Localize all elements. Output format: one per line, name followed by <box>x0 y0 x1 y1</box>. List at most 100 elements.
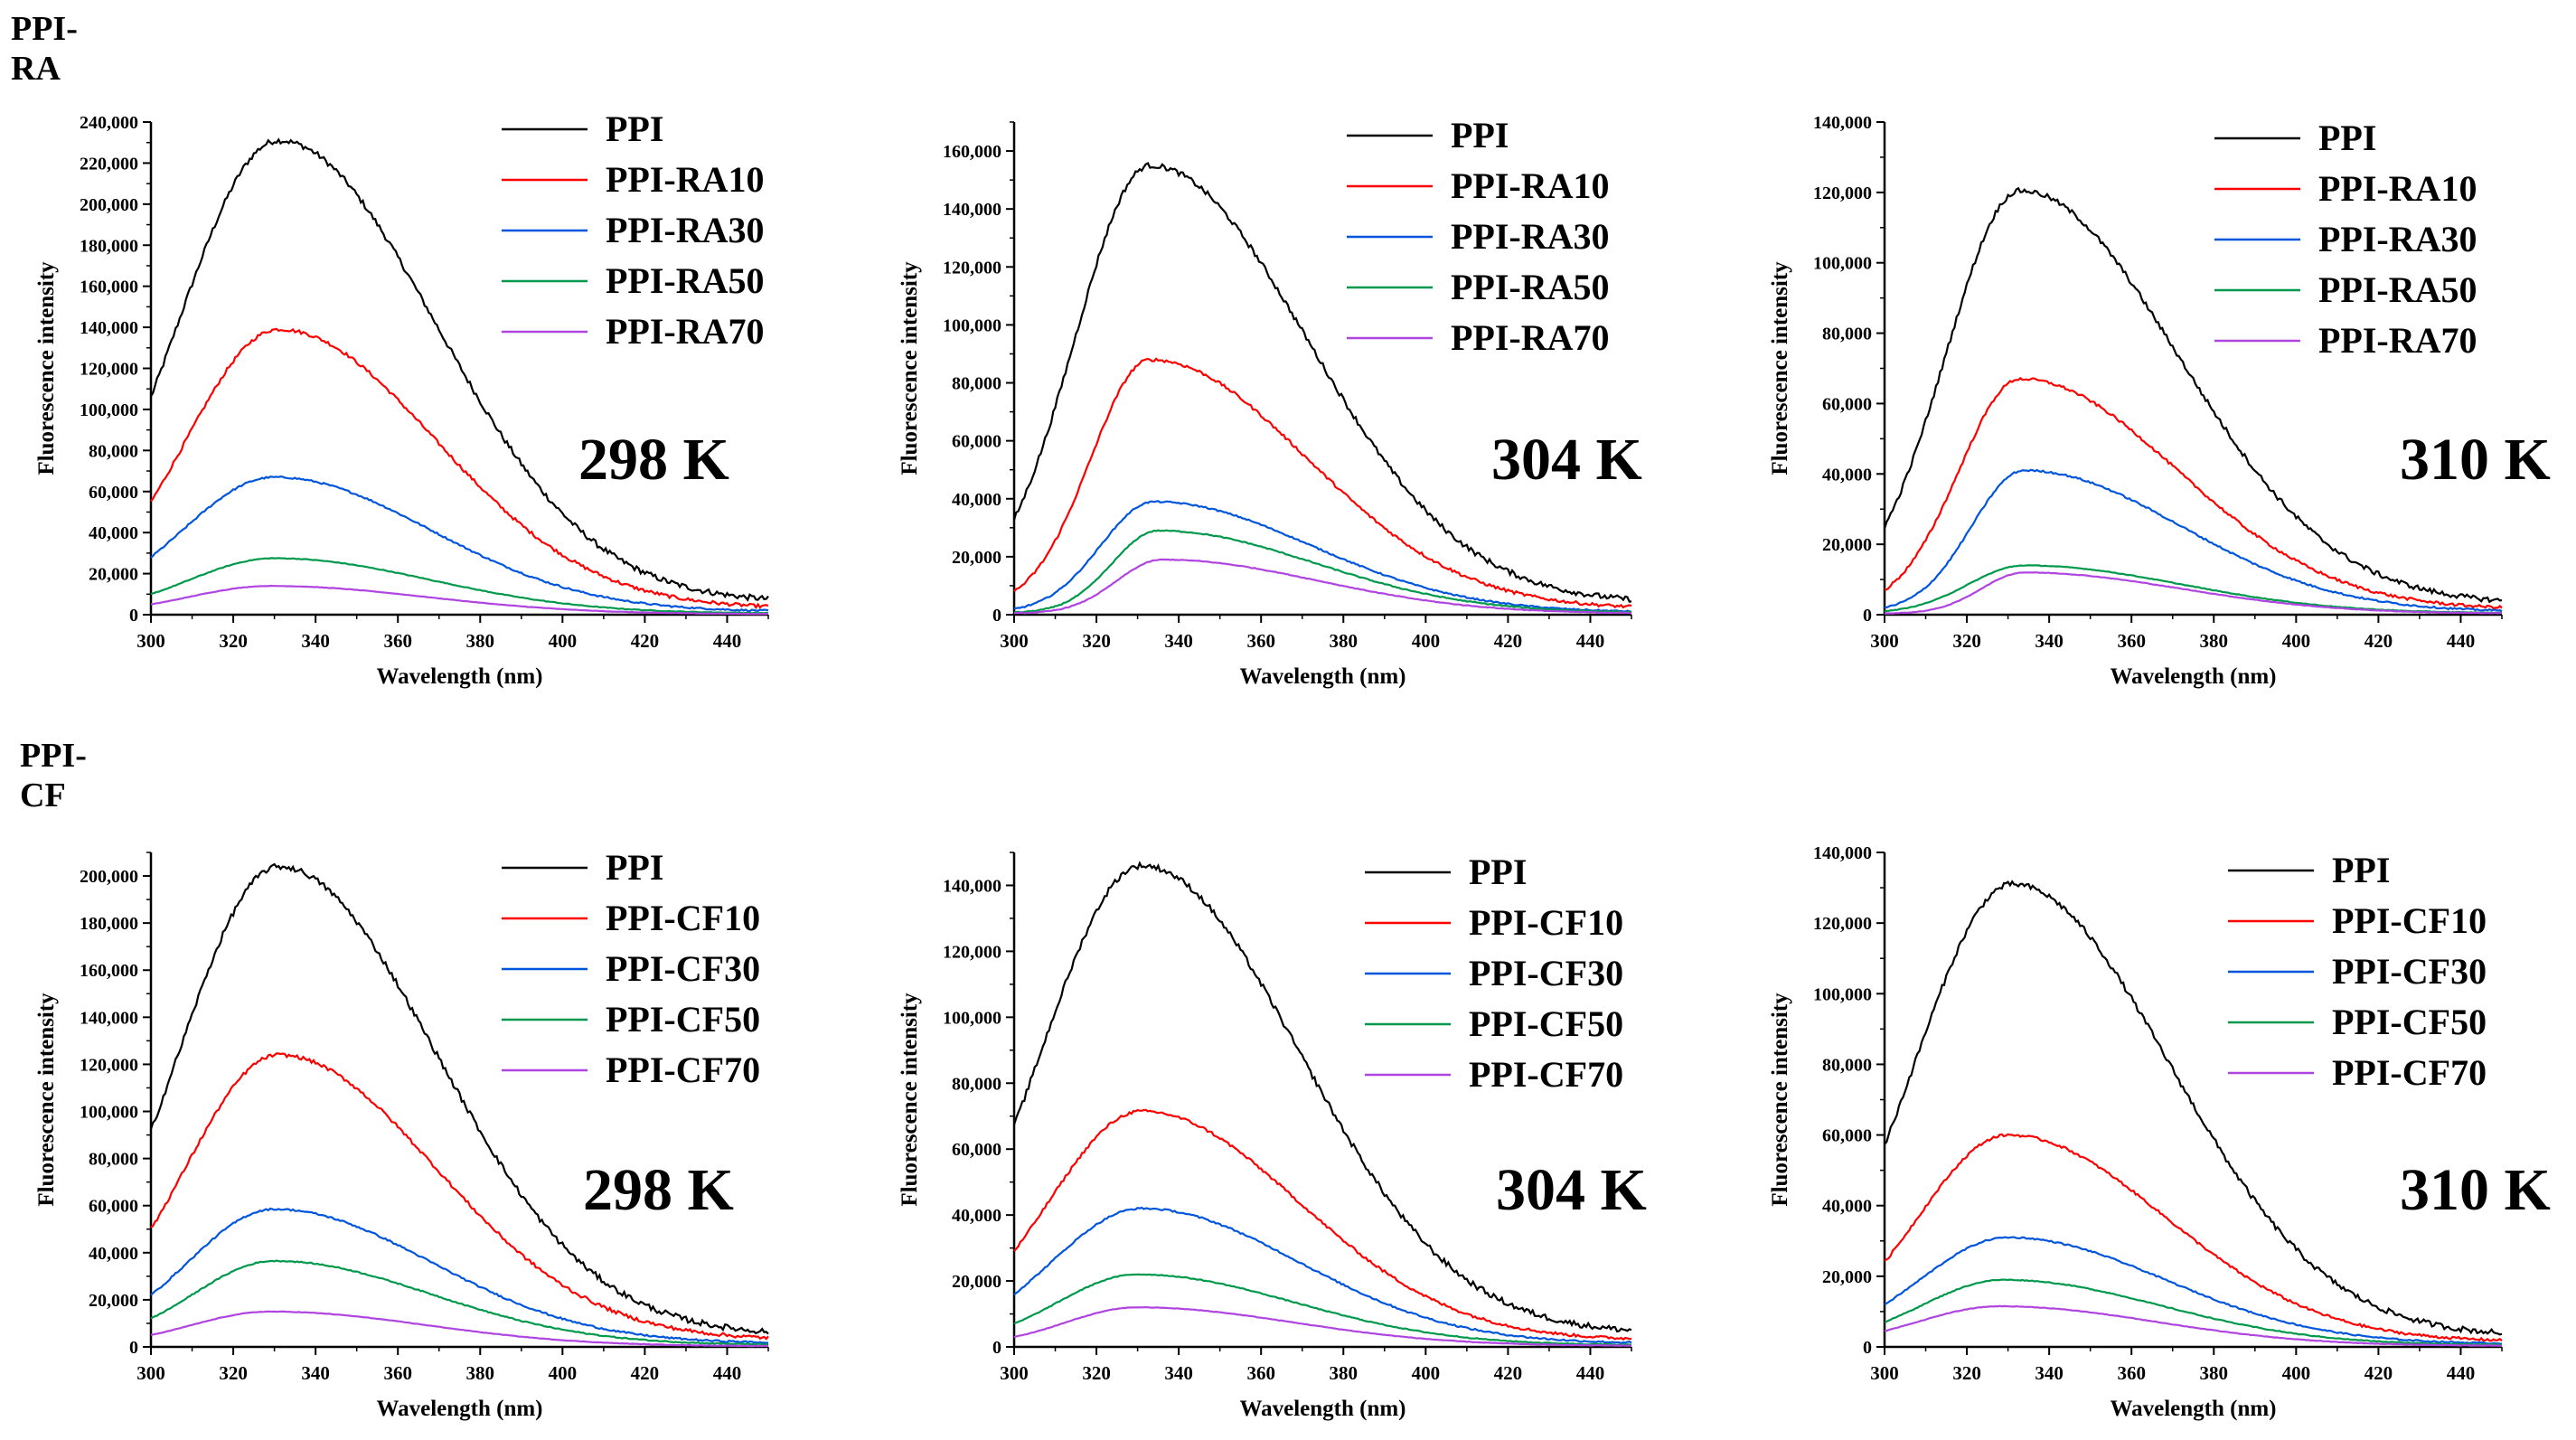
x-tick-label: 360 <box>2117 630 2146 652</box>
legend-label: PPI <box>2332 850 2390 890</box>
y-tick-label: 0 <box>1863 1338 1872 1358</box>
y-tick-label: 80,000 <box>89 1150 138 1170</box>
y-tick-label: 120,000 <box>80 360 138 380</box>
legend: PPI PPI-RA10 PPI-RA30 PPI-RA50 PPI-RA70 <box>2214 118 2477 361</box>
y-tick-label: 120,000 <box>943 258 1001 278</box>
x-tick-label: 420 <box>2364 1362 2393 1384</box>
y-axis-label: Fluorescence intensity <box>1768 261 1792 475</box>
x-tick-label: 380 <box>2200 1362 2229 1384</box>
legend-label: PPI-CF50 <box>2332 1002 2487 1042</box>
y-tick-label: 60,000 <box>1822 394 1872 414</box>
x-axis-label: Wavelength (nm) <box>2110 1397 2276 1421</box>
group-title-ra: PPI-RA <box>11 10 78 88</box>
x-tick-label: 320 <box>219 630 248 652</box>
y-tick-label: 40,000 <box>89 1244 138 1264</box>
x-tick-label: 400 <box>2282 1362 2311 1384</box>
y-axis-label: Fluorescence intensity <box>898 261 922 475</box>
y-tick-label: 80,000 <box>952 1074 1001 1094</box>
series-line-ppi-cf50 <box>150 1259 769 1346</box>
y-tick-label: 80,000 <box>952 374 1001 394</box>
y-tick-label: 140,000 <box>80 318 138 338</box>
x-tick-label: 440 <box>1576 630 1605 652</box>
series-line-ppi-cf10 <box>150 1052 769 1341</box>
x-axis-label: Wavelength (nm) <box>376 664 542 689</box>
x-tick-label: 360 <box>1246 1362 1275 1384</box>
x-tick-label: 340 <box>2035 1362 2064 1384</box>
x-tick-label: 340 <box>2035 630 2064 652</box>
y-tick-label: 0 <box>992 606 1001 626</box>
x-tick-label: 440 <box>2447 1362 2476 1384</box>
x-tick-label: 320 <box>1082 630 1111 652</box>
y-tick-label: 80,000 <box>89 441 138 461</box>
series-line-ppi <box>150 137 769 602</box>
legend-label: PPI-RA10 <box>2318 168 2477 209</box>
x-tick-label: 360 <box>1246 630 1275 652</box>
series-line-ppi-ra70 <box>1884 571 2503 615</box>
y-tick-label: 0 <box>129 606 138 626</box>
y-tick-label: 120,000 <box>80 1055 138 1075</box>
temperature-label: 298 K <box>578 427 729 493</box>
series-line-ppi-ra10 <box>1884 376 2503 610</box>
x-tick-label: 400 <box>2282 630 2311 652</box>
legend-label: PPI-RA70 <box>606 311 765 352</box>
y-tick-label: 120,000 <box>943 942 1001 962</box>
series-line-ppi <box>149 862 769 1335</box>
series-line-ppi-cf10 <box>1884 1133 2503 1342</box>
x-tick-label: 340 <box>1164 1362 1193 1384</box>
y-tick-label: 200,000 <box>80 867 138 887</box>
y-tick-label: 60,000 <box>89 1197 138 1217</box>
y-tick-label: 100,000 <box>943 1008 1001 1028</box>
legend-label: PPI-CF50 <box>1469 1003 1623 1044</box>
chart-panel-3: 300 320 340 360 380 400 420 440 0 20,000 40,000 60,… <box>1768 113 2551 689</box>
y-axis-label: Fluorescence intensity <box>898 993 922 1207</box>
y-tick-label: 0 <box>1863 606 1872 626</box>
y-tick-label: 0 <box>129 1338 138 1358</box>
legend-label: PPI-RA30 <box>1451 216 1610 257</box>
x-tick-label: 340 <box>1164 630 1193 652</box>
legend-label: PPI-CF30 <box>606 948 760 989</box>
y-axis-label: Fluorescence intensity <box>1768 993 1792 1207</box>
x-tick-label: 440 <box>713 1362 742 1384</box>
x-tick-label: 320 <box>1952 630 1981 652</box>
y-tick-label: 120,000 <box>1813 184 1872 203</box>
y-tick-label: 160,000 <box>80 278 138 297</box>
series-line-ppi-ra30 <box>150 475 769 613</box>
y-tick-label: 60,000 <box>952 1140 1001 1160</box>
legend-label: PPI <box>606 108 663 149</box>
y-tick-label: 100,000 <box>943 315 1001 335</box>
y-tick-label: 20,000 <box>1822 1267 1872 1287</box>
x-tick-label: 440 <box>2447 630 2476 652</box>
legend: PPI PPI-RA10 PPI-RA30 PPI-RA50 PPI-RA70 <box>1347 115 1610 358</box>
y-tick-label: 100,000 <box>1813 984 1872 1004</box>
x-tick-label: 360 <box>383 1362 412 1384</box>
legend-label: PPI-CF70 <box>606 1049 760 1090</box>
legend-label: PPI-RA70 <box>1451 317 1610 358</box>
y-tick-label: 140,000 <box>1813 843 1872 863</box>
x-tick-label: 320 <box>219 1362 248 1384</box>
series-line-ppi <box>1884 880 2503 1336</box>
y-tick-label: 160,000 <box>80 961 138 981</box>
series-line-ppi-cf30 <box>150 1207 769 1344</box>
y-tick-label: 80,000 <box>1822 1055 1872 1075</box>
y-tick-label: 140,000 <box>1813 113 1872 133</box>
x-tick-label: 320 <box>1952 1362 1981 1384</box>
y-tick-label: 20,000 <box>89 565 138 585</box>
y-tick-label: 80,000 <box>1822 325 1872 344</box>
x-tick-label: 300 <box>136 630 165 652</box>
x-tick-label: 300 <box>1870 630 1899 652</box>
series-line-ppi-cf70 <box>150 1310 769 1348</box>
series-line-ppi-cf30 <box>1013 1206 1632 1344</box>
y-tick-label: 100,000 <box>80 1103 138 1123</box>
temperature-label: 304 K <box>1496 1157 1647 1223</box>
legend-label: PPI-RA50 <box>2318 269 2477 310</box>
y-tick-label: 140,000 <box>80 1008 138 1028</box>
x-tick-label: 400 <box>1412 630 1441 652</box>
series-line-ppi <box>1883 186 2503 604</box>
legend: PPI PPI-CF10 PPI-CF30 PPI-CF50 PPI-CF70 <box>2228 850 2487 1093</box>
series-line-ppi-ra30 <box>1884 468 2503 613</box>
series-line-ppi-cf10 <box>1013 1108 1632 1341</box>
series-line-ppi-ra10 <box>1013 357 1632 609</box>
x-tick-label: 300 <box>1870 1362 1899 1384</box>
y-tick-label: 40,000 <box>1822 1197 1872 1217</box>
series-line-ppi <box>1012 162 1632 603</box>
